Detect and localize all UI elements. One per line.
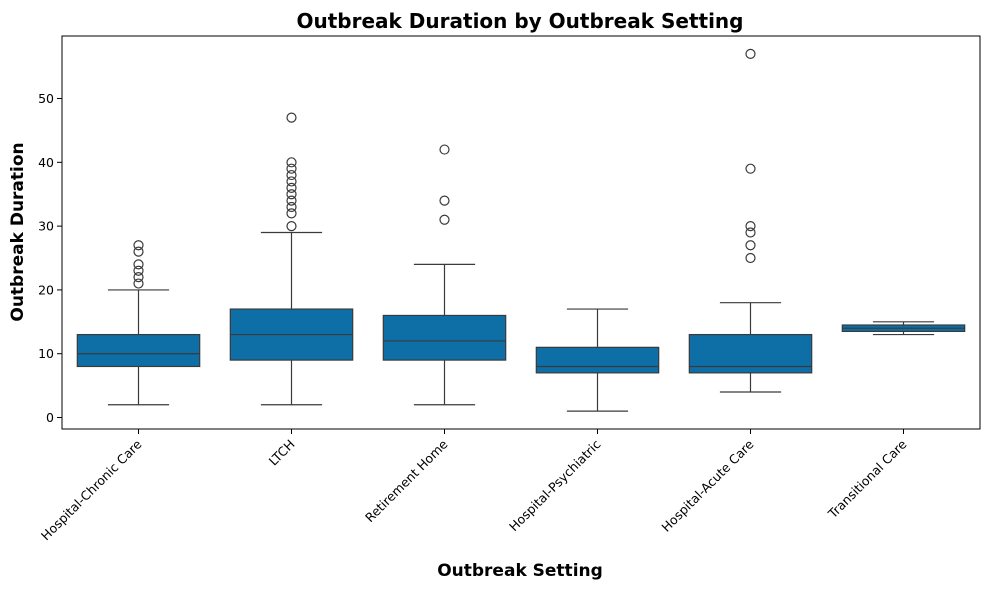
chart-title: Outbreak Duration by Outbreak Setting bbox=[297, 9, 744, 33]
outlier-point bbox=[133, 278, 144, 289]
x-axis-label: Outbreak Setting bbox=[437, 561, 603, 581]
box-iqr bbox=[535, 346, 660, 374]
y-tick-label: 40 bbox=[38, 155, 54, 170]
outlier-point bbox=[286, 157, 297, 168]
box-iqr bbox=[76, 333, 201, 368]
outlier-point bbox=[133, 240, 144, 251]
outlier-point bbox=[745, 240, 756, 251]
plot-area: 0 10 20 30 40 50 Hospital-Chronic Care LTCH Reti… bbox=[38, 35, 981, 543]
outlier-point bbox=[286, 112, 297, 123]
outlier-point bbox=[286, 163, 297, 174]
outlier-point bbox=[439, 214, 450, 225]
outlier-point bbox=[745, 221, 756, 232]
outlier-point bbox=[745, 227, 756, 238]
x-tick-label: Hospital-Acute Care bbox=[658, 436, 756, 534]
outlier-point bbox=[286, 195, 297, 206]
x-tick-label: Transitional Care bbox=[824, 436, 909, 521]
outlier-point bbox=[439, 144, 450, 155]
y-tick-label: 30 bbox=[38, 219, 54, 234]
outlier-point bbox=[286, 176, 297, 187]
outlier-point bbox=[286, 208, 297, 219]
outlier-point bbox=[133, 259, 144, 270]
x-tick-label: Hospital-Chronic Care bbox=[38, 436, 145, 543]
outlier-point bbox=[133, 246, 144, 257]
x-tick-label: Hospital-Psychiatric bbox=[506, 436, 604, 534]
outlier-point bbox=[286, 182, 297, 193]
outlier-point bbox=[286, 189, 297, 200]
y-tick-label: 0 bbox=[46, 410, 54, 425]
outlier-point bbox=[133, 265, 144, 276]
outlier-point bbox=[286, 169, 297, 181]
y-tick-label: 10 bbox=[38, 346, 54, 361]
outlier-point bbox=[745, 48, 756, 59]
outlier-point bbox=[745, 252, 756, 264]
plot-frame bbox=[61, 35, 981, 430]
x-tick-label: LTCH bbox=[266, 437, 298, 469]
outlier-point bbox=[286, 221, 297, 232]
box-iqr bbox=[688, 333, 813, 374]
outlier-point bbox=[745, 163, 756, 174]
y-tick-label: 50 bbox=[38, 91, 54, 106]
x-tick-label: Retirement Home bbox=[362, 436, 451, 525]
outlier-point bbox=[286, 201, 297, 213]
y-axis-label: Outbreak Duration bbox=[8, 142, 28, 321]
box-iqr bbox=[382, 314, 507, 361]
y-tick-label: 20 bbox=[38, 282, 54, 297]
outlier-point bbox=[439, 195, 450, 206]
outlier-point bbox=[133, 272, 144, 283]
